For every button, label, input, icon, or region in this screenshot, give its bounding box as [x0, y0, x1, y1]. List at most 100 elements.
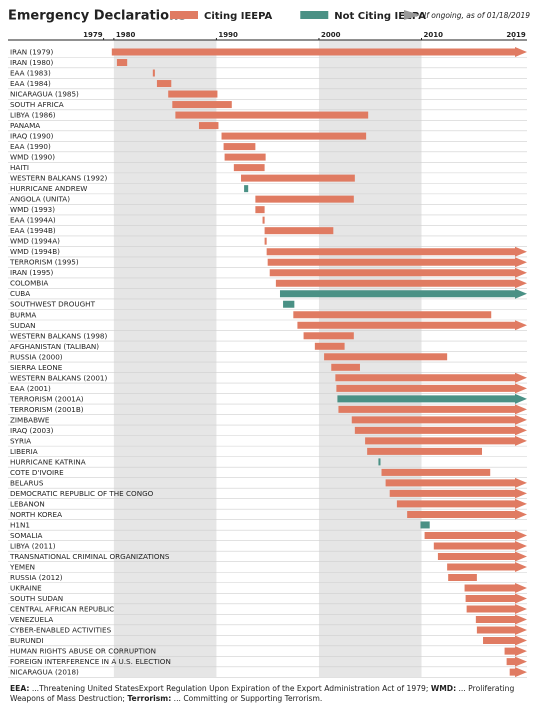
bar	[448, 574, 477, 581]
row-label: EAA (1990)	[10, 142, 51, 151]
footnote: EEA: ...Threatening United StatesExport …	[10, 684, 526, 704]
row-label: SOUTH SUDAN	[10, 594, 63, 603]
row-label: BURMA	[10, 310, 36, 319]
bar	[381, 468, 491, 476]
bar	[116, 59, 128, 67]
x-tick-label: 2000	[321, 31, 341, 39]
ongoing-bar	[111, 47, 527, 57]
footnote-text: ... Committing or Supporting Terrorism.	[171, 694, 323, 703]
row-label: WESTERN BALKANS (1992)	[10, 174, 107, 183]
row-label: BURUNDI	[10, 636, 43, 645]
row-label: HURRICANE KATRINA	[10, 457, 86, 466]
row-label: HAITI	[10, 163, 29, 172]
chart: Emergency Declarations Citing IEEPA Not C…	[8, 9, 530, 678]
row-label: IRAQ (1990)	[10, 132, 54, 141]
ongoing-bar	[483, 635, 527, 646]
x-tick-label: 1990	[218, 31, 238, 39]
row-label: BELARUS	[10, 478, 44, 487]
row-label: PANAMA	[10, 121, 40, 130]
row-label: VENEZUELA	[10, 615, 53, 624]
row-label: LIBYA (2011)	[10, 541, 56, 550]
ongoing-bar	[385, 477, 527, 488]
ongoing-bar	[269, 267, 527, 278]
legend-label: Citing IEEPA	[204, 11, 273, 22]
row-label: RUSSIA (2012)	[10, 573, 63, 582]
chart-title: Emergency Declarations	[8, 9, 186, 24]
ongoing-bar	[396, 498, 527, 509]
ongoing-bar	[297, 320, 527, 331]
ongoing-bar	[433, 540, 527, 551]
row-label: EAA (1994A)	[10, 216, 56, 225]
bar	[156, 80, 172, 88]
ongoing-bar	[279, 288, 527, 299]
bar	[233, 164, 265, 172]
row-label: SYRIA	[10, 436, 31, 445]
row-label: SIERRA LEONE	[10, 363, 63, 372]
ongoing-bar	[476, 625, 527, 636]
footnote-term: WMD:	[430, 684, 457, 693]
ongoing-bar	[506, 656, 527, 667]
bar	[264, 237, 267, 245]
bar	[324, 353, 448, 361]
row-label: AFGHANISTAN (TALIBAN)	[10, 342, 99, 351]
ongoing-bar	[354, 425, 527, 436]
ongoing-bar	[275, 278, 527, 289]
bar	[255, 195, 354, 203]
row-label: CUBA	[10, 289, 30, 298]
row-label: NICARAGUA (1985)	[10, 90, 79, 99]
ongoing-bar	[437, 551, 527, 562]
ongoing-bar	[504, 646, 527, 657]
ongoing-bar	[351, 414, 527, 425]
row-label: WESTERN BALKANS (2001)	[10, 373, 107, 382]
row-label: LIBYA (1986)	[10, 111, 56, 120]
row-label: WMD (1990)	[10, 153, 55, 162]
ongoing-bar	[389, 488, 527, 499]
bar	[221, 132, 367, 140]
bar	[223, 143, 256, 151]
bar	[198, 122, 219, 130]
row-label: TRANSNATIONAL CRIMINAL ORGANIZATIONS	[9, 552, 170, 561]
legend-arrow	[404, 10, 420, 20]
footnote-term: Terrorism:	[127, 694, 172, 703]
row-label: TERRORISM (2001A)	[9, 394, 84, 403]
row-label: HURRICANE ANDREW	[10, 184, 87, 193]
ongoing-bar	[267, 257, 527, 268]
footnote-text: ...Threatening United StatesExport Regul…	[29, 684, 431, 693]
row-label: SOUTHWEST DROUGHT	[10, 300, 96, 309]
row-label: LIBERIA	[10, 447, 38, 456]
row-label: TERRORISM (1995)	[9, 258, 79, 267]
x-tick-label: 2019	[506, 31, 526, 39]
row-label: HUMAN RIGHTS ABUSE OR CORRUPTION	[10, 647, 156, 656]
row-label: IRAN (1980)	[10, 58, 53, 67]
row-label: IRAQ (2003)	[10, 426, 54, 435]
row-label: NORTH KOREA	[10, 510, 62, 519]
row-label: H1N1	[10, 520, 30, 529]
bar	[293, 311, 492, 319]
row-label: YEMEN	[9, 562, 35, 571]
legend-swatch	[300, 11, 329, 19]
ongoing-bar	[338, 404, 527, 415]
ongoing-bar	[464, 583, 527, 594]
bar	[152, 69, 155, 77]
row-label: ANGOLA (UNITA)	[10, 195, 70, 204]
bar	[172, 101, 232, 109]
row-label: SOUTH AFRICA	[10, 100, 64, 109]
row-label: ZIMBABWE	[10, 415, 50, 424]
legend-swatch	[170, 11, 198, 19]
row-label: COLOMBIA	[10, 279, 48, 288]
row-label: LEBANON	[10, 499, 45, 508]
bar	[255, 206, 265, 214]
bar	[303, 332, 354, 340]
row-label: SOMALIA	[10, 531, 42, 540]
row-label: EAA (2001)	[10, 384, 51, 393]
row-label: WESTERN BALKANS (1998)	[10, 331, 107, 340]
ongoing-bar	[465, 593, 527, 604]
ongoing-bar	[475, 614, 527, 625]
row-label: UKRAINE	[10, 584, 42, 593]
x-tick-label: 1979	[83, 31, 103, 39]
row-label: EAA (1994B)	[10, 226, 56, 235]
bar	[420, 521, 430, 529]
ongoing-bar	[336, 383, 527, 394]
row-label: COTE D'IVOIRE	[10, 468, 64, 477]
ongoing-bar	[447, 561, 527, 572]
